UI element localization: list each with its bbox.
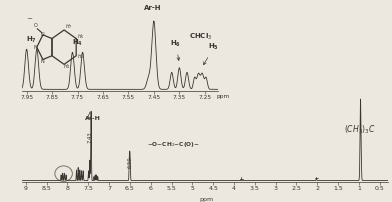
Text: O: O — [34, 23, 38, 28]
Text: ~: ~ — [26, 16, 32, 22]
Text: 7.43: 7.43 — [88, 132, 93, 143]
Text: CHCl$_3$: CHCl$_3$ — [189, 31, 212, 42]
Text: $H_7$: $H_7$ — [65, 22, 73, 31]
Text: Ar-H: Ar-H — [85, 116, 101, 121]
Text: $\mathbf{H_6}$: $\mathbf{H_6}$ — [171, 39, 181, 60]
Text: $\mathbf{H_5}$: $\mathbf{H_5}$ — [203, 42, 219, 65]
Text: N: N — [40, 59, 44, 64]
Text: $H_5$: $H_5$ — [77, 52, 85, 61]
Text: Ar-H: Ar-H — [144, 5, 162, 11]
Text: ppm: ppm — [200, 197, 214, 202]
Text: $\mathbf{H_7}$: $\mathbf{H_7}$ — [26, 35, 37, 45]
Text: $-$O$-$CH$_2$$-$C(O)$-$: $-$O$-$CH$_2$$-$C(O)$-$ — [147, 140, 199, 149]
Text: $\mathbf{H_4}$: $\mathbf{H_4}$ — [72, 38, 83, 48]
Text: $H_6$: $H_6$ — [77, 33, 85, 41]
Text: ppm: ppm — [216, 94, 230, 99]
Text: N: N — [33, 45, 37, 50]
Text: N: N — [40, 32, 44, 37]
Text: $H_4$: $H_4$ — [64, 62, 71, 71]
Text: $(CH_3)_3C$: $(CH_3)_3C$ — [343, 123, 375, 136]
Text: 6.50: 6.50 — [127, 156, 132, 168]
